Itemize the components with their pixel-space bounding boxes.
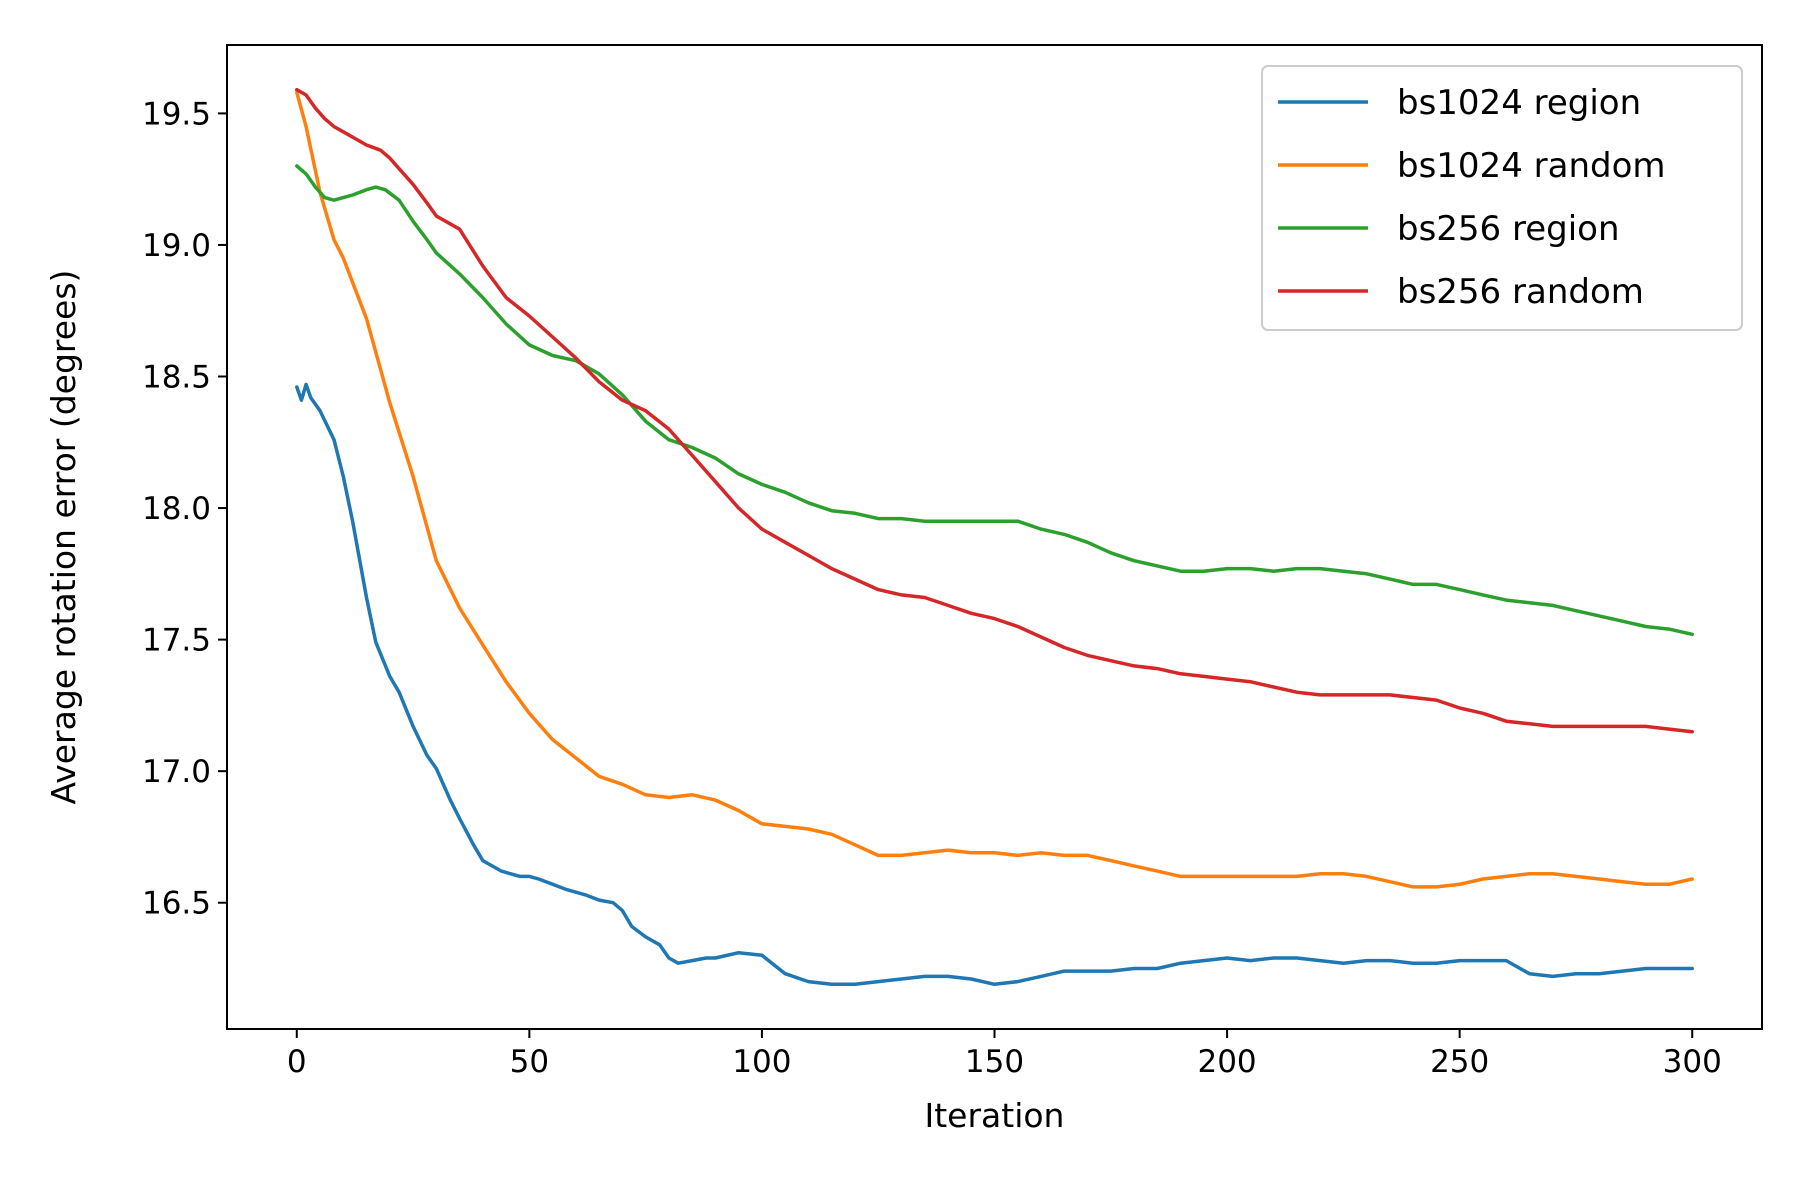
x-axis-ticks: 0 50 100 150 200 250 300	[287, 1029, 1722, 1080]
y-tick-label-5: 19.0	[142, 228, 211, 264]
y-axis-label: Average rotation error (degrees)	[44, 270, 83, 805]
x-tick-label-2: 100	[732, 1044, 791, 1080]
legend-label-1: bs1024 random	[1397, 146, 1666, 186]
y-tick-label-2: 17.5	[142, 623, 211, 659]
y-tick-label-0: 16.5	[142, 886, 211, 922]
y-tick-label-3: 18.0	[142, 491, 211, 527]
y-axis-ticks: 16.5 17.0 17.5 18.0 18.5 19.0 19.5	[142, 96, 227, 922]
series-line-3	[295, 87, 1694, 734]
series-line-0	[295, 382, 1694, 987]
x-tick-label-6: 300	[1663, 1044, 1722, 1080]
legend-label-0: bs1024 region	[1397, 83, 1641, 123]
y-tick-label-4: 18.5	[142, 360, 211, 396]
y-tick-label-1: 17.0	[142, 754, 211, 790]
legend-label-2: bs256 region	[1397, 209, 1620, 249]
legend-box	[1261, 65, 1743, 331]
series-layer	[295, 87, 1694, 987]
x-tick-label-0: 0	[287, 1044, 307, 1080]
x-tick-label-1: 50	[510, 1044, 549, 1080]
x-tick-label-5: 250	[1430, 1044, 1489, 1080]
x-tick-label-3: 150	[965, 1044, 1024, 1080]
legend-label-3: bs256 random	[1397, 272, 1644, 312]
y-tick-label-6: 19.5	[142, 96, 211, 132]
x-tick-label-4: 200	[1197, 1044, 1256, 1080]
legend: bs1024 region bs1024 random bs256 region bs…	[1261, 65, 1743, 331]
series-line-1	[295, 90, 1694, 889]
series-line-2	[295, 164, 1694, 637]
x-axis-label: Iteration	[925, 1096, 1065, 1135]
